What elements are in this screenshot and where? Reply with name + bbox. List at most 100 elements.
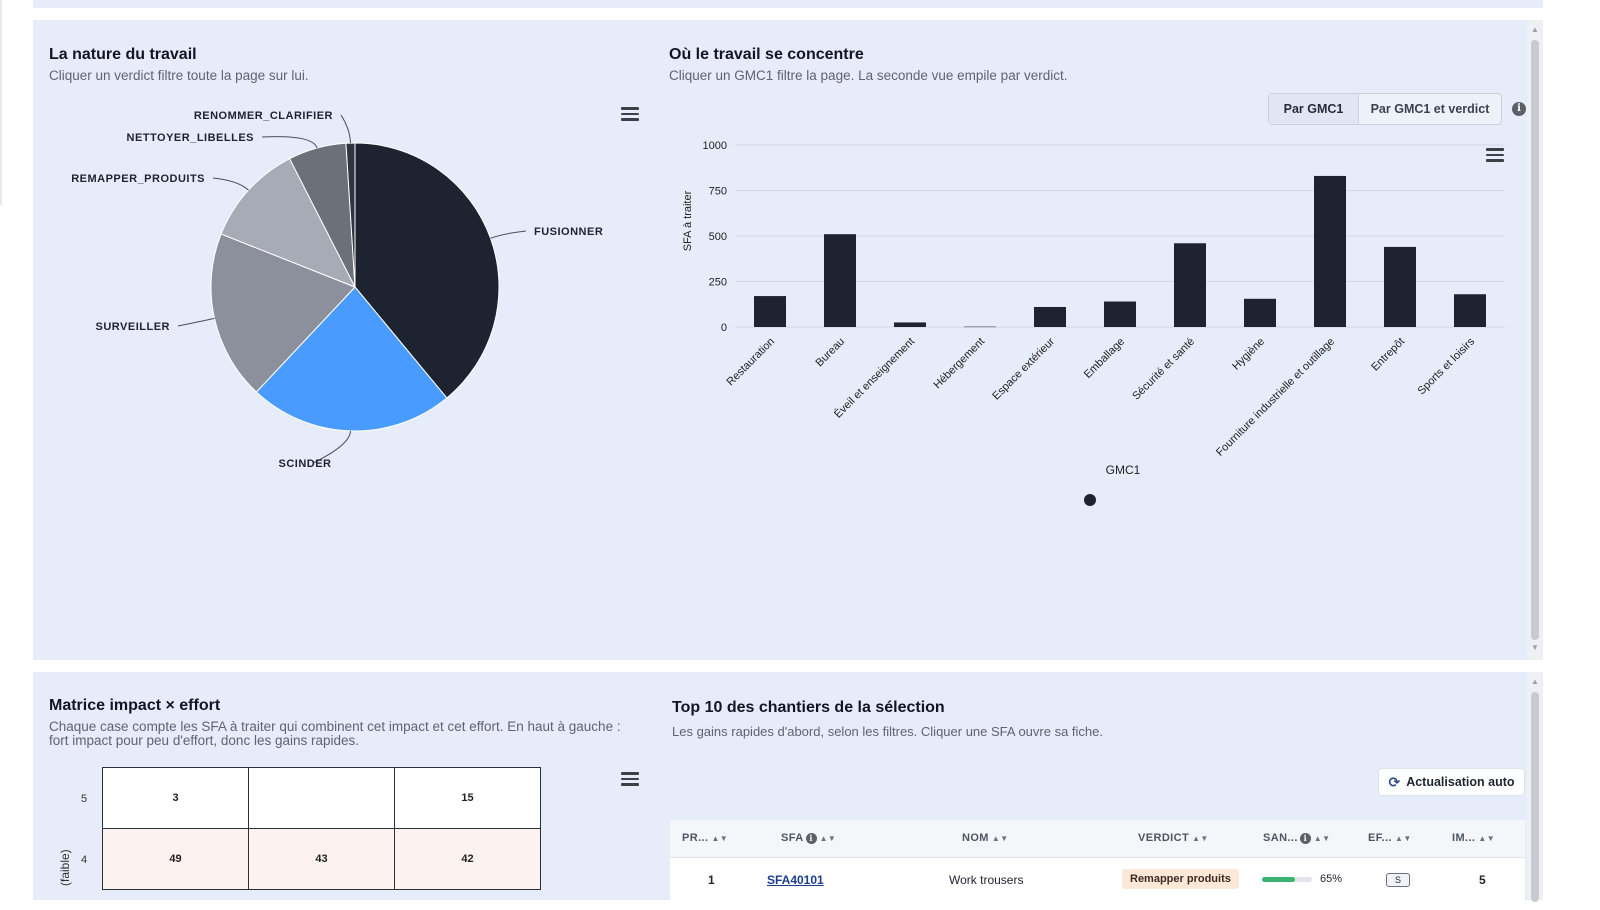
matrix-cell[interactable]: 49 (102, 828, 249, 890)
pie-label[interactable]: SURVEILLER (96, 321, 170, 333)
col-effort[interactable]: EF... ▲▼ (1368, 832, 1412, 844)
scroll-up-icon-bottom[interactable]: ▲ (1531, 677, 1539, 686)
y-tick-label: 500 (709, 231, 727, 243)
gmc1-bar-chart: 0 250 500 750 1000 SFA à traiter Restauration B… (682, 140, 1505, 477)
bar-1[interactable] (824, 234, 856, 327)
info-icon: i (1299, 832, 1311, 844)
x-tick-label: Fourniture industrielle et outillage (1214, 336, 1337, 459)
pie-connector (340, 114, 351, 144)
matrix-cell[interactable]: 42 (394, 828, 541, 890)
bar-8[interactable] (1314, 175, 1346, 327)
pie-slice-renommer_clarifier[interactable] (345, 142, 356, 288)
matrix-menu-icon[interactable] (621, 772, 639, 786)
matrix-subtitle-1: Chaque case compte les SFA à traiter qui… (49, 719, 621, 734)
x-tick-label: Sécurité et santé (1130, 336, 1197, 403)
sort-icon: ▲▼ (1395, 834, 1412, 843)
row-rank: 1 (708, 873, 715, 887)
col-sfa[interactable]: SFA i ▲▼ (781, 832, 837, 844)
pie-slice-scinder[interactable] (255, 286, 448, 432)
col-nom[interactable]: NOM ▲▼ (962, 832, 1009, 844)
pie-label[interactable]: NETTOYER_LIBELLES (127, 132, 254, 144)
y-tick-label: 0 (721, 322, 727, 334)
concentration-subtitle: Cliquer un GMC1 filtre la page. La secon… (669, 68, 1068, 83)
sort-icon: ▲▼ (1313, 834, 1331, 843)
sante-bar (1262, 877, 1312, 882)
table-header: PR... ▲▼ SFA i ▲▼ NOM ▲▼ VERDICT ▲▼ SAN... i ▲▼… (670, 820, 1525, 858)
bottom-panel-scrollbar[interactable]: ▲ (1527, 672, 1543, 902)
x-tick-label: Hébergement (932, 336, 988, 392)
row-nom: Work trousers (949, 873, 1024, 887)
bar-0[interactable] (754, 296, 786, 327)
row-impact: 5 (1479, 873, 1486, 887)
effort-chip: S (1386, 873, 1410, 887)
sort-icon: ▲▼ (1192, 834, 1209, 843)
matrix-row-label: 5 (81, 793, 88, 805)
matrix-title: Matrice impact × effort (49, 697, 221, 714)
x-axis-label: GMC1 (1106, 463, 1141, 477)
sort-icon: ▲▼ (1478, 834, 1496, 843)
nature-title: La nature du travail (49, 46, 197, 63)
matrix-row-label: 4 (81, 854, 88, 866)
scroll-thumb[interactable] (1531, 40, 1539, 640)
bar-10[interactable] (1454, 294, 1486, 327)
x-tick-label: Espace extérieur (990, 335, 1057, 402)
pie-menu-icon[interactable] (621, 107, 639, 121)
pie-connector (177, 317, 215, 327)
verdict-badge: Remapper produits (1122, 869, 1239, 889)
x-tick-label: Bureau (814, 336, 848, 370)
toggle-par-gmc1[interactable]: Par GMC1 (1269, 94, 1359, 124)
x-tick-label: Éveil et enseignement (831, 335, 917, 421)
row-sfa-link[interactable]: SFA40101 (767, 873, 824, 887)
col-verdict[interactable]: VERDICT ▲▼ (1138, 832, 1209, 844)
nature-pie-chart: FUSIONNER SCINDER SURVEILLER REMAPPER_PRODU… (71, 110, 603, 470)
left-edge-line (0, 0, 2, 205)
bar-2[interactable] (894, 322, 926, 327)
row-sante: 65% (1320, 873, 1343, 885)
top10-title: Top 10 des chantiers de la sélection (672, 699, 945, 716)
pie-connector (312, 430, 351, 464)
bar-menu-icon[interactable] (1486, 148, 1504, 162)
y-tick-label: 750 (709, 186, 727, 198)
matrix-cell[interactable] (248, 767, 395, 829)
bar-7[interactable] (1244, 298, 1276, 327)
top-panel-scrollbar[interactable]: ▲ ▼ (1527, 20, 1543, 660)
bar-3[interactable] (964, 326, 996, 328)
top10-subtitle: Les gains rapides d'abord, selon les fil… (672, 724, 1103, 739)
concentration-title: Où le travail se concentre (669, 46, 864, 63)
matrix-cell[interactable]: 15 (394, 767, 541, 829)
x-tick-label: Restauration (725, 336, 778, 389)
matrix-cell[interactable]: 43 (248, 828, 395, 890)
bar-5[interactable] (1104, 301, 1136, 327)
col-impact[interactable]: IM... ▲▼ (1452, 832, 1496, 844)
pie-connector (261, 136, 318, 149)
toggle-par-gmc1-verdict[interactable]: Par GMC1 et verdict (1370, 102, 1490, 116)
matrix-cell[interactable]: 3 (102, 767, 249, 829)
scroll-up-icon[interactable]: ▲ (1531, 25, 1539, 34)
pager-dot[interactable] (1084, 494, 1096, 506)
col-priorite[interactable]: PR... ▲▼ (682, 832, 729, 844)
col-sante[interactable]: SAN... i ▲▼ (1263, 832, 1331, 844)
x-tick-label: Hygiène (1230, 336, 1267, 373)
y-tick-label: 250 (709, 277, 727, 289)
scroll-thumb-bottom[interactable] (1531, 692, 1539, 902)
pie-label[interactable]: SCINDER (278, 458, 331, 470)
pie-connector (212, 177, 249, 191)
pie-slice-surveiller[interactable] (210, 233, 356, 393)
bar-6[interactable] (1174, 243, 1206, 327)
info-icon: i (805, 832, 817, 844)
pie-label[interactable]: REMAPPER_PRODUITS (71, 173, 205, 185)
scroll-down-icon[interactable]: ▼ (1531, 643, 1539, 652)
pie-slice-remapper_produits[interactable] (220, 158, 357, 288)
y-axis-label: SFA à traiter (682, 190, 694, 251)
sort-icon: ▲▼ (991, 834, 1009, 843)
bar-9[interactable] (1384, 246, 1416, 327)
auto-refresh-label: Actualisation auto (1406, 775, 1515, 789)
y-tick-label: 1000 (703, 140, 727, 152)
matrix-y-axis-title: (faible) (58, 849, 72, 886)
pie-label[interactable]: RENOMMER_CLARIFIER (194, 110, 333, 122)
bar-4[interactable] (1034, 306, 1066, 327)
auto-refresh-button[interactable]: ⟳ Actualisation auto (1378, 768, 1525, 796)
sante-bar-fill (1262, 877, 1295, 882)
pie-label[interactable]: FUSIONNER (534, 226, 603, 238)
info-icon[interactable]: i (1512, 102, 1526, 116)
